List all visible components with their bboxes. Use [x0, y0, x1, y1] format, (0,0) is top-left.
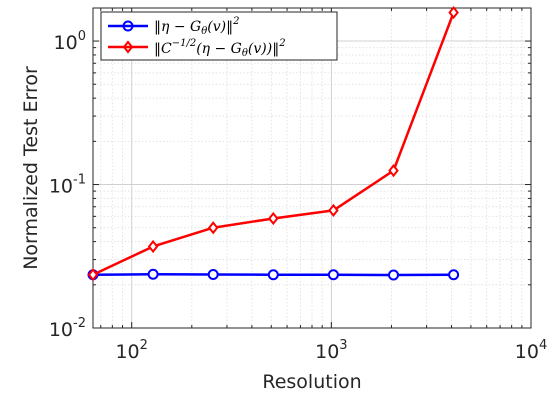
- series-1-point: [207, 268, 219, 280]
- legend-label-2: ‖C−1/2(η − Gθ(v))‖2: [154, 38, 286, 59]
- series-2-point: [87, 268, 99, 282]
- x-axis-label: Resolution: [262, 371, 361, 393]
- y-tick-label: 10-1: [49, 173, 86, 198]
- legend-entry-1: ‖η − Gθ(v)‖2: [108, 16, 239, 37]
- x-tick-labels: 102 103 104: [115, 338, 547, 363]
- y-tick-label: 100: [54, 29, 86, 54]
- series-2-point: [448, 5, 459, 20]
- x-tick-label: 103: [315, 338, 347, 363]
- legend-label-1: ‖η − Gθ(v)‖2: [154, 16, 239, 37]
- y-axis-label: Normalized Test Error: [20, 66, 42, 270]
- series-2: [87, 5, 459, 282]
- y-tick-labels: 10-2 10-1 100: [49, 29, 86, 341]
- y-tick-label: 10-2: [49, 316, 86, 341]
- x-tick-label: 102: [115, 338, 147, 363]
- x-tick-label: 104: [515, 338, 547, 363]
- legend: ‖η − Gθ(v)‖2 ‖C−1/2(η − Gθ(v))‖2: [100, 11, 338, 61]
- series-layer: [87, 5, 460, 282]
- series-2-point: [207, 221, 219, 235]
- series-1-point: [448, 269, 460, 281]
- series-1-point: [267, 269, 279, 281]
- series-2-point: [147, 239, 159, 254]
- series-1: [87, 268, 460, 281]
- series-1-point: [327, 269, 339, 281]
- legend-entry-2: ‖C−1/2(η − Gθ(v))‖2: [108, 38, 286, 59]
- legend-marker-1: [122, 20, 134, 32]
- series-2-point: [388, 164, 399, 178]
- tick-marks: [93, 8, 532, 329]
- series-1-point: [388, 269, 400, 281]
- series-2-point: [268, 211, 279, 226]
- series-2-point: [328, 203, 339, 218]
- legend-box: [100, 11, 338, 61]
- legend-marker-2: [122, 40, 134, 54]
- series-1-point: [147, 268, 159, 280]
